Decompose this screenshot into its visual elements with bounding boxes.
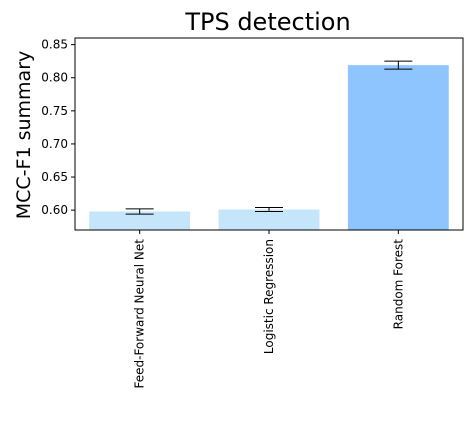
- x-tick-label-0: Feed-Forward Neural Net: [133, 239, 147, 389]
- x-tick-label-2: Random Forest: [391, 239, 405, 330]
- x-tick-label-1: Logistic Regression: [262, 239, 276, 354]
- y-tick-label-1: 0.65: [41, 170, 68, 184]
- y-axis: 0.60 0.65 0.70 0.75 0.80 0.85: [41, 38, 75, 217]
- y-tick-label-4: 0.80: [41, 71, 68, 85]
- y-tick-label-0: 0.60: [41, 203, 68, 217]
- y-tick-label-2: 0.70: [41, 137, 68, 151]
- chart-title: TPS detection: [184, 8, 350, 36]
- y-tick-label-3: 0.75: [41, 104, 68, 118]
- x-axis: Feed-Forward Neural Net Logistic Regressi…: [133, 230, 405, 389]
- bars-layer: [89, 65, 449, 230]
- error-bars-layer: [125, 60, 413, 215]
- y-axis-label: MCC-F1 summary: [13, 51, 35, 220]
- bar-1: [218, 209, 320, 230]
- bar-0: [89, 211, 191, 230]
- y-tick-label-5: 0.85: [41, 38, 68, 52]
- bar-2: [347, 65, 449, 230]
- plot-frame: [74, 37, 464, 231]
